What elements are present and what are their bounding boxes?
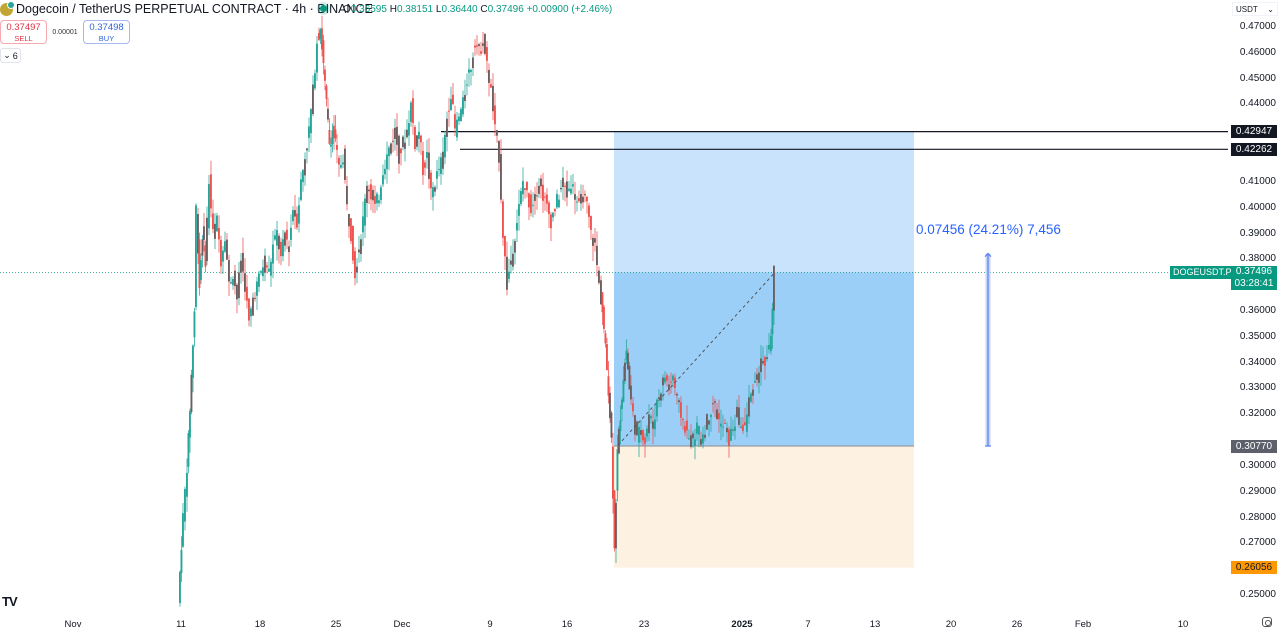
buy-price: 0.37498 <box>89 22 124 33</box>
price-tick: 0.34000 <box>1239 356 1276 368</box>
symbol-header: Dogecoin / TetherUS PERPETUAL CONTRACT ·… <box>0 0 373 16</box>
price-level-tag: 0.30770 <box>1231 439 1277 453</box>
price-tick: 0.41000 <box>1239 175 1276 187</box>
currency-label: USDT <box>1236 4 1258 14</box>
trend-projection-line <box>617 272 776 446</box>
time-tick: 11 <box>176 619 186 629</box>
open-value: 0.36595 <box>350 4 387 15</box>
target-zone[interactable] <box>614 131 914 273</box>
time-tick: 20 <box>945 619 957 629</box>
low-value: 0.36440 <box>441 4 478 15</box>
price-tick: 0.35000 <box>1239 330 1276 342</box>
sell-price: 0.37497 <box>6 22 41 33</box>
buy-button[interactable]: 0.37498 BUY <box>83 20 130 44</box>
auto-scale-settings-icon[interactable] <box>1262 617 1272 627</box>
currency-selector[interactable]: USDT ⌄ <box>1232 2 1278 16</box>
last-price-tag: 0.37496 03:28:41 <box>1231 266 1277 290</box>
price-tick: 0.27000 <box>1239 537 1276 549</box>
price-tick: 0.46000 <box>1239 46 1276 58</box>
sell-label: SELL <box>14 34 33 43</box>
time-tick: 16 <box>561 619 573 629</box>
last-price-value: 0.37496 <box>1235 266 1273 277</box>
price-level-tag: 0.42262 <box>1231 142 1277 156</box>
indicators-collapse-button[interactable]: ⌄ 6 <box>0 48 21 63</box>
symbol-title[interactable]: Dogecoin / TetherUS PERPETUAL CONTRACT ·… <box>16 2 373 16</box>
time-tick: 10 <box>1177 619 1189 629</box>
time-tick: 18 <box>254 619 266 629</box>
close-label: C <box>480 4 488 15</box>
low-label: L <box>435 4 442 15</box>
time-tick: 9 <box>487 619 493 629</box>
price-tick: 0.40000 <box>1239 201 1276 213</box>
indicator-count: 6 <box>12 50 18 61</box>
price-tick: 0.30000 <box>1239 459 1276 471</box>
time-tick: Dec <box>393 619 411 629</box>
price-tick: 0.45000 <box>1239 72 1276 84</box>
symbol-price-tag: DOGEUSDT.P <box>1170 266 1235 279</box>
price-level-tag: 0.26056 <box>1231 561 1277 575</box>
change-value: +0.00900 (+2.46%) <box>526 4 613 15</box>
price-tick: 0.29000 <box>1239 485 1276 497</box>
high-label: H <box>389 4 397 15</box>
price-tick: 0.44000 <box>1239 98 1276 110</box>
price-tick: 0.47000 <box>1239 21 1276 32</box>
ohlc-legend: O0.36595 H0.38151 L0.36440 C0.37496 +0.0… <box>343 4 612 15</box>
open-label: O <box>343 4 351 15</box>
price-tick: 0.28000 <box>1239 511 1276 523</box>
time-tick: 25 <box>330 619 342 629</box>
time-tick: 2025 <box>731 619 753 629</box>
chevron-down-icon: ⌄ <box>1267 4 1274 14</box>
time-tick: 26 <box>1011 619 1023 629</box>
time-tick: Nov <box>64 619 82 629</box>
chevron-down-icon: ⌄ <box>3 50 11 60</box>
time-tick: 13 <box>869 619 881 629</box>
price-tick: 0.32000 <box>1239 408 1276 420</box>
price-tick: 0.36000 <box>1239 305 1276 316</box>
close-value: 0.37496 <box>487 4 524 15</box>
price-tick: 0.25000 <box>1239 589 1276 600</box>
arrow-up-icon <box>984 252 992 257</box>
price-tick: 0.33000 <box>1239 382 1276 394</box>
high-value: 0.38151 <box>396 4 434 15</box>
market-open-status-icon <box>320 5 327 12</box>
trade-panel: 0.37497 SELL 0.00001 0.37498 BUY <box>0 20 130 44</box>
price-level-tag: 0.42947 <box>1231 125 1277 139</box>
spread-value: 0.00001 <box>52 28 78 36</box>
sell-button[interactable]: 0.37497 SELL <box>0 20 47 44</box>
candle-countdown: 03:28:41 <box>1234 278 1274 289</box>
tradingview-logo[interactable]: TV <box>2 594 18 609</box>
buy-label: BUY <box>98 34 115 43</box>
dogecoin-icon <box>0 0 15 16</box>
time-tick: 7 <box>805 619 811 629</box>
price-tick: 0.38000 <box>1239 253 1276 265</box>
time-tick: 23 <box>638 619 650 629</box>
time-tick: Feb <box>1074 619 1092 629</box>
price-tick: 0.39000 <box>1239 227 1276 239</box>
measure-result-label: 0.07456 (24.21%) 7,456 <box>916 222 1061 237</box>
stop-zone[interactable] <box>614 446 914 568</box>
